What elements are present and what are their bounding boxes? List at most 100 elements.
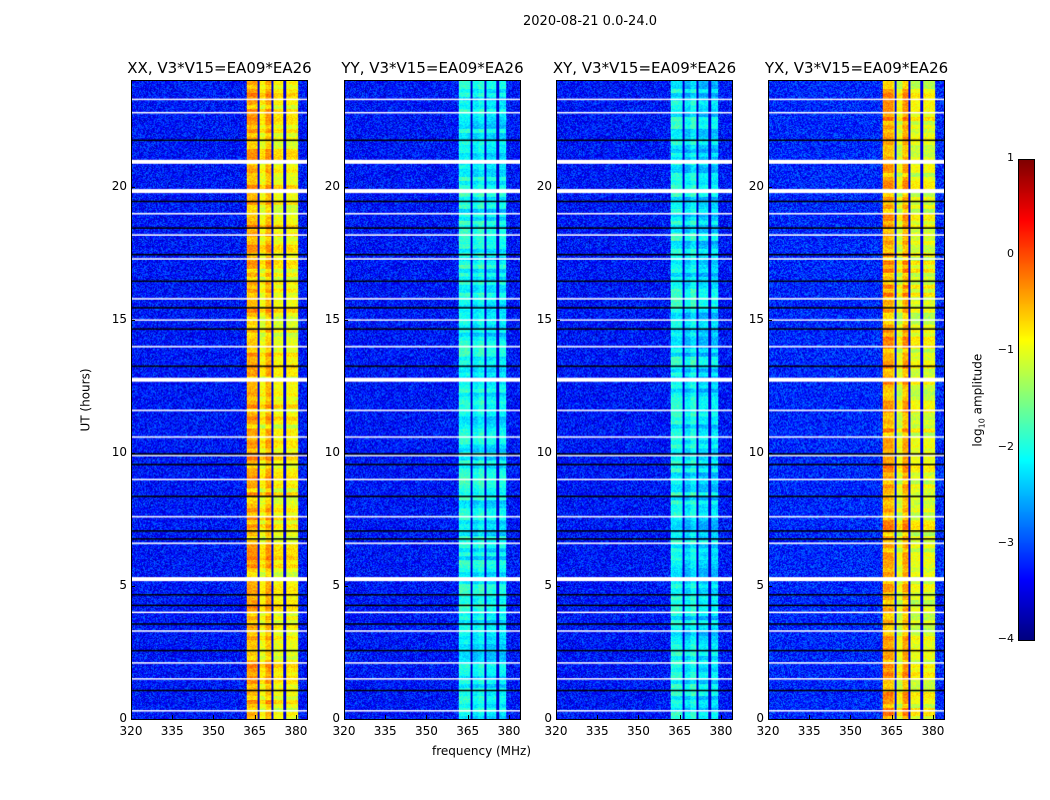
colorbar-label-log: log	[970, 428, 985, 447]
x-tick-label: 335	[585, 724, 609, 738]
y-tick-label: 0	[544, 711, 552, 725]
x-tick-label: 380	[709, 724, 733, 738]
y-tick-label: 5	[756, 577, 764, 592]
y-tick	[556, 186, 560, 188]
x-tick-label: 365	[243, 724, 267, 738]
x-tick-label: 380	[497, 724, 521, 738]
x-tick-label: 350	[415, 724, 438, 738]
figure-title: 2020-08-21 0.0-24.0	[523, 14, 657, 29]
colorbar-tick-label: 0	[1007, 247, 1014, 261]
x-tick	[131, 715, 132, 719]
x-tick	[295, 715, 297, 719]
x-tick-label: 365	[668, 724, 692, 738]
y-tick-label: 20	[324, 178, 340, 193]
x-tick	[213, 715, 215, 719]
x-tick-label: 350	[627, 724, 650, 738]
y-tick	[344, 452, 348, 454]
x-tick	[426, 715, 428, 719]
colorbar-label-tail: amplitude	[970, 353, 985, 419]
x-tick	[809, 715, 811, 719]
x-tick	[254, 715, 256, 719]
y-tick	[131, 319, 135, 321]
y-tick-label: 15	[536, 311, 552, 326]
x-tick-label: 380	[921, 724, 945, 738]
y-tick	[344, 585, 348, 587]
y-tick-label: 20	[536, 178, 552, 193]
y-tick-label: 20	[748, 178, 764, 193]
panel-title: YX, V3*V15=EA09*EA26	[764, 59, 949, 77]
y-tick	[556, 719, 560, 720]
y-tick	[131, 186, 135, 188]
x-tick	[508, 715, 510, 719]
x-tick	[720, 715, 722, 719]
y-tick-label: 20	[111, 178, 127, 193]
x-tick	[467, 715, 469, 719]
y-tick-label: 10	[536, 444, 552, 459]
y-tick	[344, 186, 348, 188]
x-tick-label: 335	[797, 724, 821, 738]
x-tick	[891, 715, 893, 719]
colorbar-tick-label: −2	[997, 439, 1014, 453]
x-tick-label: 320	[756, 724, 780, 738]
colorbar-tick-label: −1	[997, 343, 1014, 357]
x-tick	[638, 715, 640, 719]
y-tick-label: 0	[332, 711, 340, 725]
x-tick-label: 320	[119, 724, 143, 738]
x-tick	[344, 715, 345, 719]
y-tick	[344, 719, 348, 720]
y-tick	[131, 719, 135, 720]
panel-title: XX, V3*V15=EA09*EA26	[127, 59, 312, 77]
x-tick-label: 320	[544, 724, 568, 738]
heatmap-panel	[556, 80, 733, 720]
colorbar-tick-label: −4	[997, 632, 1014, 645]
panel-title: YY, V3*V15=EA09*EA26	[341, 59, 524, 77]
x-tick	[932, 715, 934, 719]
x-tick-label: 350	[839, 724, 862, 738]
y-tick	[768, 186, 772, 188]
y-tick-label: 5	[119, 577, 127, 592]
y-tick-label: 5	[332, 577, 340, 592]
y-tick	[768, 452, 772, 454]
panel-title: XY, V3*V15=EA09*EA26	[552, 59, 737, 77]
x-tick-label: 365	[456, 724, 480, 738]
y-tick-label: 15	[324, 311, 340, 326]
y-tick-label: 10	[111, 444, 127, 459]
y-tick-label: 15	[111, 311, 127, 326]
y-tick	[768, 585, 772, 587]
x-tick	[768, 715, 769, 719]
colorbar-tick-label: −3	[997, 535, 1014, 549]
x-tick	[597, 715, 599, 719]
heatmap-panel	[768, 80, 945, 720]
x-axis-label: frequency (MHz)	[432, 744, 532, 758]
y-tick	[131, 585, 135, 587]
x-tick	[556, 715, 557, 719]
x-tick-label: 320	[332, 724, 356, 738]
x-tick-label: 365	[880, 724, 904, 738]
colorbar-label: log10 amplitude	[970, 354, 986, 447]
y-axis-label: UT (hours)	[78, 368, 93, 432]
y-tick-label: 0	[756, 711, 764, 725]
x-tick	[679, 715, 681, 719]
x-tick	[850, 715, 852, 719]
heatmap-panel	[344, 80, 521, 720]
colorbar-tick-label: 1	[1007, 151, 1014, 164]
y-tick	[344, 319, 348, 321]
y-tick	[556, 585, 560, 587]
y-tick	[556, 452, 560, 454]
y-tick-label: 10	[748, 444, 764, 459]
colorbar-label-sub: 10	[977, 418, 987, 429]
y-tick-label: 10	[324, 444, 340, 459]
y-tick	[768, 719, 772, 720]
y-tick-label: 15	[748, 311, 764, 326]
y-tick-label: 0	[119, 711, 127, 725]
y-tick-label: 5	[544, 577, 552, 592]
heatmap-panel	[131, 80, 308, 720]
x-tick-label: 350	[202, 724, 225, 738]
colorbar	[1018, 159, 1035, 641]
y-tick	[131, 452, 135, 454]
y-tick	[556, 319, 560, 321]
x-tick-label: 380	[284, 724, 308, 738]
x-tick-label: 335	[373, 724, 397, 738]
x-tick	[172, 715, 174, 719]
